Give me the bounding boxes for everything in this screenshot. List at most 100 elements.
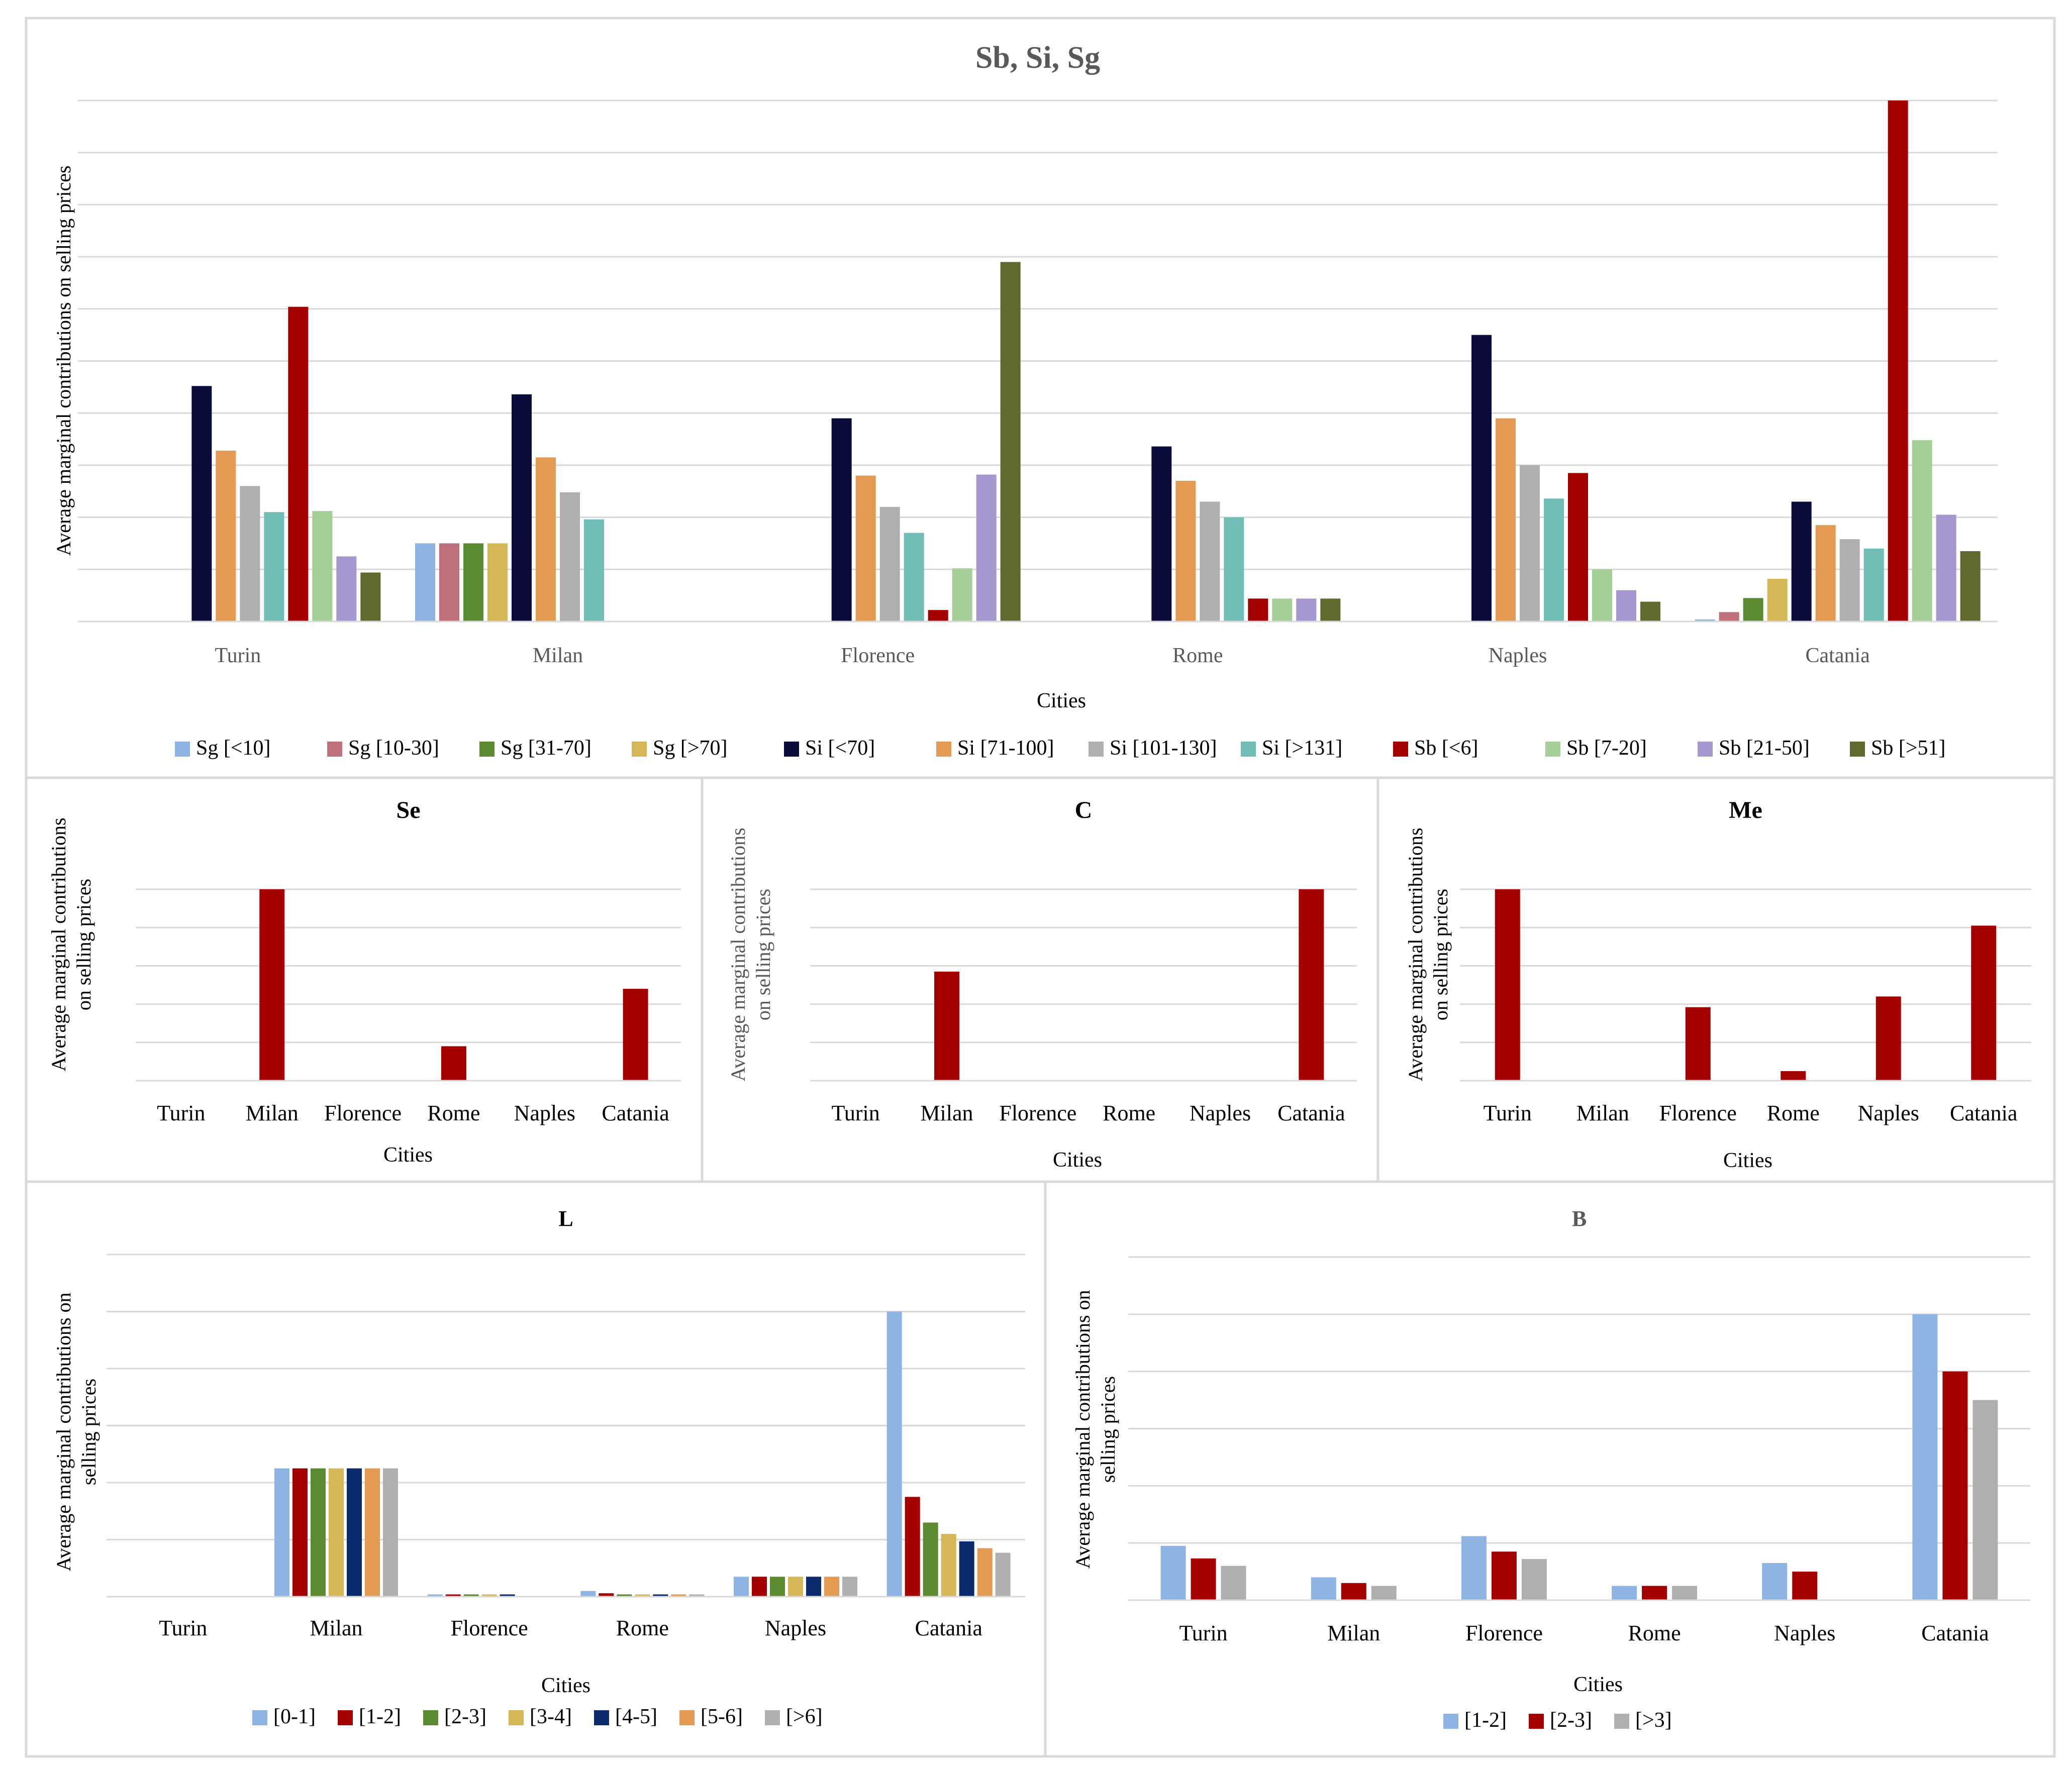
chart-b: B Turin Milan Florence Rome Naples Catania Citi… [1071, 1206, 2030, 1732]
bar-0-1-catania [886, 1311, 902, 1597]
legend-label-si-71-100: Si [71-100] [957, 737, 1054, 760]
legend-label-0-1: [0-1] [273, 1705, 316, 1728]
legend-label-sb-6: Sb [<6] [1414, 737, 1478, 760]
category-label-catania: Catania [1806, 644, 1870, 667]
bar-6-rome [689, 1594, 705, 1597]
legend-label-sg-10: Sg [<10] [196, 737, 271, 760]
bar-sb-21-50-catania [1936, 514, 1956, 621]
x-axis-title: Cities [1053, 1149, 1102, 1172]
x-axis-title: Cities [541, 1674, 590, 1697]
legend-label-6: [>6] [786, 1705, 823, 1728]
bar-sb-6-naples [1568, 473, 1588, 621]
legend-label-sb-7-20: Sb [7-20] [1566, 737, 1647, 760]
bar-si-101-130-rome [1200, 501, 1220, 621]
bar-1-2-rome [1612, 1586, 1637, 1600]
bar-2-3-rome [1642, 1586, 1667, 1600]
y-axis-title: Average marginal contributions on selling… [727, 827, 774, 1081]
bar-si-131-rome [1224, 517, 1244, 621]
bar-si-131-milan [584, 519, 604, 621]
legend-swatch-2-3 [1529, 1714, 1544, 1729]
panel-frame-b [1044, 1180, 2056, 1758]
category-label-naples: Naples [514, 1101, 575, 1125]
bar-4-5-catania [959, 1541, 974, 1597]
bar-1-2-catania [905, 1497, 920, 1597]
legend-swatch-2-3 [423, 1710, 438, 1725]
bar-sb-21-50-florence [976, 474, 997, 621]
legend-swatch-sg-10 [175, 742, 190, 757]
legend-swatch-sg-10-30 [327, 742, 342, 757]
bar-6-milan [383, 1468, 398, 1597]
chart-title: Se [397, 797, 421, 823]
x-axis-title: Cities [1723, 1149, 1772, 1172]
legend-label-3-4: [3-4] [530, 1705, 572, 1728]
chart-se: Se Turin Milan Florence Rome Naples Catania Cit… [47, 797, 681, 1167]
category-label-catania: Catania [602, 1101, 669, 1125]
bar-si-131-florence [904, 533, 924, 621]
legend-label-si-70: Si [<70] [805, 737, 875, 760]
category-label-rome: Rome [1767, 1101, 1820, 1125]
legend-swatch-sb-7-20 [1545, 742, 1560, 757]
bar-5-6-naples [824, 1577, 839, 1597]
category-label-florence: Florence [999, 1101, 1076, 1125]
bar-si-71-100-turin [216, 450, 236, 621]
bar-sb-21-50-turin [336, 556, 357, 621]
bar-si-70-naples [1471, 335, 1492, 621]
panel-frame-c [701, 776, 1379, 1183]
bar-value-rome [441, 1046, 466, 1081]
bar-sg-70-milan [487, 543, 508, 621]
x-axis-title: Cities [1573, 1673, 1623, 1696]
legend-label-sb-21-50: Sb [21-50] [1719, 737, 1810, 760]
bar-si-71-100-rome [1175, 481, 1196, 621]
legend-label-sb-51: Sb [>51] [1871, 737, 1946, 760]
bar-0-1-milan [274, 1468, 289, 1597]
bar-6-catania [995, 1552, 1011, 1597]
panel-frame-sbsisg [25, 17, 2056, 779]
legend-swatch-sg-70 [632, 742, 647, 757]
bar-sg-70-catania [1767, 578, 1788, 621]
legend-label-4-5: [4-5] [615, 1705, 657, 1728]
bar-si-71-100-catania [1815, 525, 1836, 621]
category-label-florence: Florence [1465, 1621, 1543, 1645]
chart-title: L [558, 1206, 573, 1231]
chart-title: B [1572, 1206, 1587, 1231]
category-label-milan: Milan [1576, 1101, 1629, 1125]
chart-me: Me Turin Milan Florence Rome Naples Catania Cit… [1404, 797, 2031, 1172]
bar-3-catania [1972, 1400, 1998, 1600]
y-axis-title: Average marginal contributions on sellin… [52, 165, 75, 556]
category-label-catania: Catania [1921, 1621, 1989, 1645]
category-label-milan: Milan [246, 1101, 299, 1125]
legend-label-1-2: [1-2] [1464, 1709, 1507, 1732]
bar-4-5-florence [500, 1594, 515, 1597]
bar-sg-10-30-catania [1719, 612, 1739, 621]
legend-swatch-0-1 [252, 1710, 267, 1725]
bar-3-florence [1521, 1559, 1547, 1600]
legend-swatch-1-2 [338, 1710, 353, 1725]
category-label-naples: Naples [1489, 644, 1547, 667]
bar-sb-6-rome [1248, 598, 1268, 621]
bar-1-2-naples [1762, 1563, 1788, 1600]
category-label-florence: Florence [324, 1101, 402, 1125]
panel-frame-me [1376, 776, 2056, 1183]
bar-value-milan [934, 971, 959, 1081]
legend-swatch-5-6 [679, 1710, 695, 1725]
bar-3-4-milan [329, 1468, 344, 1597]
y-axis-title: Average marginal contributions on selling… [47, 817, 95, 1071]
bar-1-2-florence [445, 1594, 461, 1597]
bar-4-5-milan [347, 1468, 362, 1597]
bar-sb-51-florence [1000, 262, 1021, 621]
category-label-catania: Catania [1277, 1101, 1345, 1125]
bar-value-naples [1876, 996, 1901, 1081]
bar-sb-7-20-catania [1912, 440, 1932, 621]
bar-1-2-naples [752, 1577, 767, 1597]
legend-label-1-2: [1-2] [359, 1705, 401, 1728]
bar-si-70-turin [191, 386, 212, 621]
chart-title: Me [1729, 797, 1762, 823]
bar-sb-51-naples [1640, 601, 1660, 621]
bar-sb-6-florence [928, 610, 948, 621]
bar-1-2-turin [1160, 1545, 1186, 1600]
bar-si-101-130-catania [1839, 539, 1860, 621]
bar-si-71-100-florence [855, 475, 876, 621]
bar-sb-51-catania [1960, 551, 1981, 621]
bar-4-5-rome [653, 1594, 668, 1597]
legend-swatch-si-131 [1241, 742, 1256, 757]
